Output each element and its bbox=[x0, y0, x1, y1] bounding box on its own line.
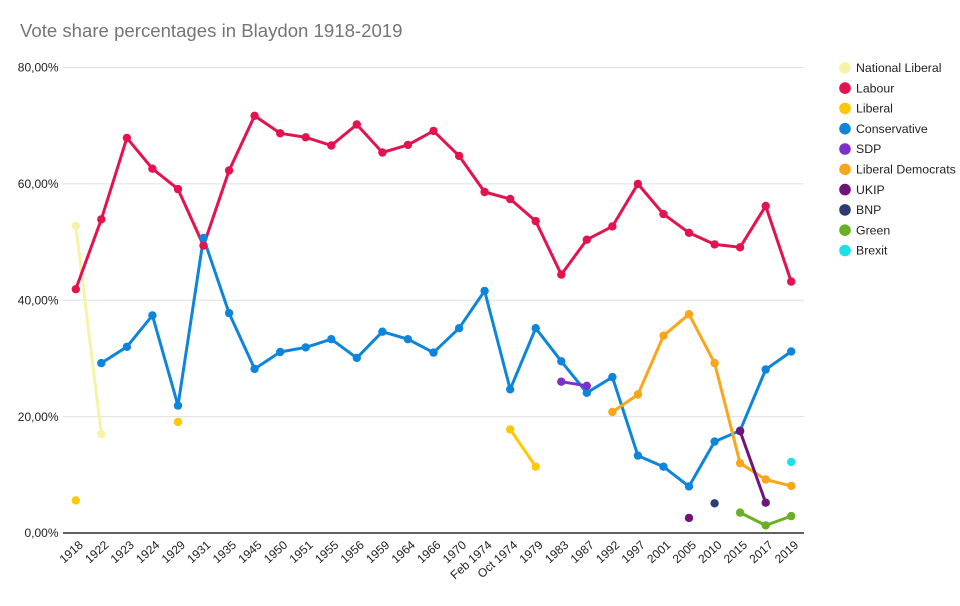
svg-text:National Liberal: National Liberal bbox=[856, 61, 941, 75]
svg-text:Brexit: Brexit bbox=[856, 244, 888, 258]
svg-text:BNP: BNP bbox=[856, 203, 881, 217]
svg-text:Liberal Democrats: Liberal Democrats bbox=[856, 163, 956, 177]
svg-text:Green: Green bbox=[856, 223, 890, 237]
svg-text:80,00%: 80,00% bbox=[18, 61, 59, 75]
svg-text:40,00%: 40,00% bbox=[18, 293, 59, 307]
svg-text:60,00%: 60,00% bbox=[18, 177, 59, 191]
svg-text:0,00%: 0,00% bbox=[24, 526, 58, 540]
svg-text:Vote share percentages in Blay: Vote share percentages in Blaydon 1918-2… bbox=[20, 20, 403, 41]
svg-text:SDP: SDP bbox=[856, 142, 881, 156]
svg-text:Labour: Labour bbox=[856, 81, 894, 95]
svg-text:Liberal: Liberal bbox=[856, 102, 893, 116]
svg-text:20,00%: 20,00% bbox=[18, 410, 59, 424]
svg-text:Conservative: Conservative bbox=[856, 122, 928, 136]
svg-text:UKIP: UKIP bbox=[856, 183, 885, 197]
